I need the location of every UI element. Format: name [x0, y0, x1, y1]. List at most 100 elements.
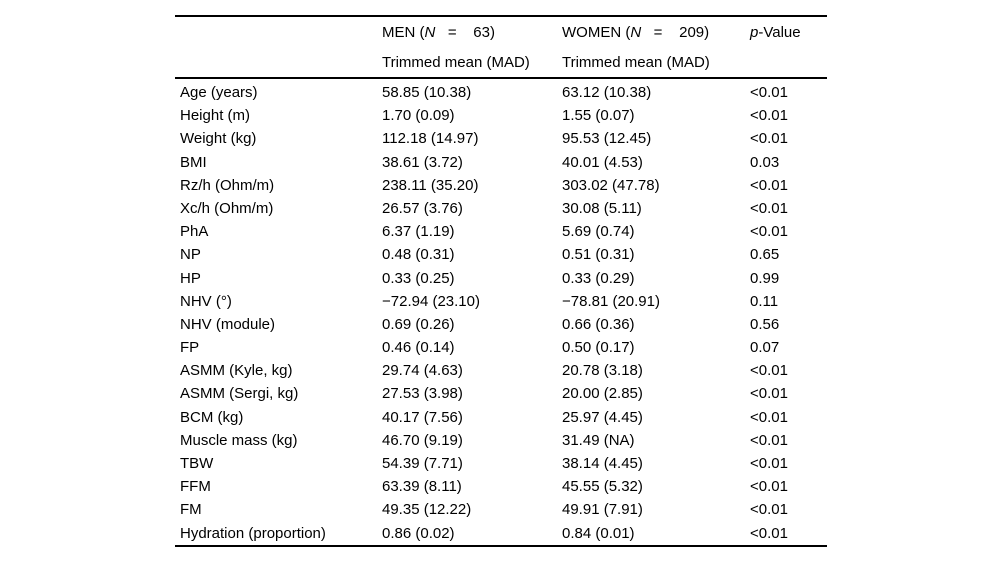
women-value: 63.12 (10.38)	[562, 84, 652, 101]
women-value: 25.97 (4.45)	[562, 408, 643, 426]
men-value: 38.61 (3.72)	[382, 153, 463, 171]
table-row: BMI 38.61 (3.72) 40.01 (4.53) 0.03	[175, 151, 827, 174]
men-value: 58.85 (10.38)	[382, 84, 472, 101]
women-title-prefix: WOMEN (	[562, 24, 631, 41]
p-value: <0.01	[750, 223, 788, 241]
table-row: ASMM (Kyle, kg) 29.74 (4.63) 20.78 (3.18) <…	[175, 359, 827, 382]
p-value: <0.01	[750, 362, 788, 380]
women-value: −78.81 (20.91)	[562, 292, 660, 310]
row-label: Hydration (proportion)	[180, 524, 326, 542]
row-label: Muscle mass (kg)	[180, 431, 298, 449]
header-pvalue: p-Value	[750, 17, 827, 77]
men-value: 46.70 (9.19)	[382, 431, 463, 449]
women-value: 0.84 (0.01)	[562, 524, 635, 542]
table-row: HP 0.33 (0.25) 0.33 (0.29) 0.99	[175, 267, 827, 290]
men-n-symbol: N	[424, 24, 436, 41]
row-label: ASMM (Sergi, kg)	[180, 385, 299, 403]
p-value: 0.03	[750, 153, 780, 171]
women-title-count: = 209)	[641, 24, 710, 41]
p-value: <0.01	[750, 84, 788, 101]
row-label: Rz/h (Ohm/m)	[180, 176, 275, 194]
table-row: FFM 63.39 (8.11) 45.55 (5.32) <0.01	[175, 475, 827, 498]
table-row: NP 0.48 (0.31) 0.51 (0.31) 0.65	[175, 243, 827, 266]
men-value: −72.94 (23.10)	[382, 292, 480, 310]
header-empty-cell	[175, 17, 382, 77]
men-column-title: MEN (N = 63)	[382, 24, 562, 41]
p-value: <0.01	[750, 501, 788, 519]
p-value: 0.99	[750, 269, 780, 287]
men-value: 112.18 (14.97)	[382, 130, 479, 148]
row-label: Age (years)	[180, 84, 258, 101]
women-value: 5.69 (0.74)	[562, 223, 635, 241]
header-women: WOMEN (N = 209) Trimmed mean (MAD)	[562, 17, 750, 77]
women-value: 49.91 (7.91)	[562, 501, 643, 519]
table-row: PhA 6.37 (1.19) 5.69 (0.74) <0.01	[175, 220, 827, 243]
women-value: 38.14 (4.45)	[562, 455, 643, 472]
row-label: FP	[180, 339, 200, 357]
table-row: FP 0.46 (0.14) 0.50 (0.17) 0.07	[175, 336, 827, 359]
women-value: 0.66 (0.36)	[562, 315, 635, 333]
row-label: ASMM (Kyle, kg)	[180, 362, 293, 380]
women-value: 0.33 (0.29)	[562, 269, 635, 287]
p-value: 0.07	[750, 339, 780, 357]
table-row: NHV (°) −72.94 (23.10) −78.81 (20.91) 0.11	[175, 290, 827, 313]
row-label: BCM (kg)	[180, 408, 244, 426]
row-label: FFM	[180, 478, 211, 496]
women-value: 31.49 (NA)	[562, 431, 635, 449]
table-row: BCM (kg) 40.17 (7.56) 25.97 (4.45) <0.01	[175, 406, 827, 429]
men-value: 0.48 (0.31)	[382, 246, 455, 264]
men-value: 54.39 (7.71)	[382, 455, 463, 472]
table-header: MEN (N = 63) Trimmed mean (MAD) WOMEN (N…	[175, 17, 827, 79]
row-label: NHV (°)	[180, 292, 232, 310]
p-value: <0.01	[750, 524, 788, 542]
p-value: <0.01	[750, 455, 788, 472]
table-row: Weight (kg) 112.18 (14.97) 95.53 (12.45) <0…	[175, 127, 827, 150]
table-row: TBW 54.39 (7.71) 38.14 (4.45) <0.01	[175, 452, 827, 475]
men-value: 0.46 (0.14)	[382, 339, 455, 357]
table-row: Hydration (proportion) 0.86 (0.02) 0.84 (0…	[175, 522, 827, 545]
men-value: 0.86 (0.02)	[382, 524, 455, 542]
stats-table: MEN (N = 63) Trimmed mean (MAD) WOMEN (N…	[175, 15, 827, 547]
men-value: 29.74 (4.63)	[382, 362, 463, 380]
table-row: FM 49.35 (12.22) 49.91 (7.91) <0.01	[175, 498, 827, 521]
table-row: Height (m) 1.70 (0.09) 1.55 (0.07) <0.01	[175, 104, 827, 127]
women-column-subtitle: Trimmed mean (MAD)	[562, 54, 710, 71]
p-value: <0.01	[750, 385, 788, 403]
women-value: 0.50 (0.17)	[562, 339, 635, 357]
p-value: <0.01	[750, 199, 788, 217]
p-value: <0.01	[750, 130, 788, 148]
pvalue-column-title: p-Value	[750, 24, 827, 41]
women-column-title: WOMEN (N = 209)	[562, 24, 750, 41]
row-label: NP	[180, 246, 201, 264]
men-value: 0.69 (0.26)	[382, 315, 455, 333]
men-value: 40.17 (7.56)	[382, 408, 463, 426]
men-value: 49.35 (12.22)	[382, 501, 472, 519]
men-value: 0.33 (0.25)	[382, 269, 455, 287]
men-value: 6.37 (1.19)	[382, 223, 455, 241]
women-n-symbol: N	[630, 24, 642, 41]
men-value: 27.53 (3.98)	[382, 385, 463, 403]
p-value: <0.01	[750, 176, 788, 194]
row-label: BMI	[180, 153, 207, 171]
men-value: 238.11 (35.20)	[382, 176, 479, 194]
men-value: 1.70 (0.09)	[382, 107, 455, 125]
table-row: Age (years) 58.85 (10.38) 63.12 (10.38) <0.…	[175, 81, 827, 104]
header-men: MEN (N = 63) Trimmed mean (MAD)	[382, 17, 562, 77]
men-value: 63.39 (8.11)	[382, 478, 462, 496]
p-value: 0.11	[750, 292, 779, 310]
row-label: Xc/h (Ohm/m)	[180, 199, 274, 217]
table-body: Age (years) 58.85 (10.38) 63.12 (10.38) <0.…	[175, 79, 827, 547]
table-row: Xc/h (Ohm/m) 26.57 (3.76) 30.08 (5.11) <0.0…	[175, 197, 827, 220]
pvalue-title-rest: -Value	[758, 24, 801, 41]
women-value: 45.55 (5.32)	[562, 478, 643, 496]
women-value: 0.51 (0.31)	[562, 246, 635, 264]
men-column-subtitle: Trimmed mean (MAD)	[382, 54, 530, 71]
row-label: Height (m)	[180, 107, 251, 125]
row-label: Weight (kg)	[180, 130, 257, 148]
row-label: HP	[180, 269, 201, 287]
women-value: 20.00 (2.85)	[562, 385, 643, 403]
p-value: 0.65	[750, 246, 780, 264]
men-title-count: = 63)	[435, 24, 495, 41]
p-value: 0.56	[750, 315, 780, 333]
